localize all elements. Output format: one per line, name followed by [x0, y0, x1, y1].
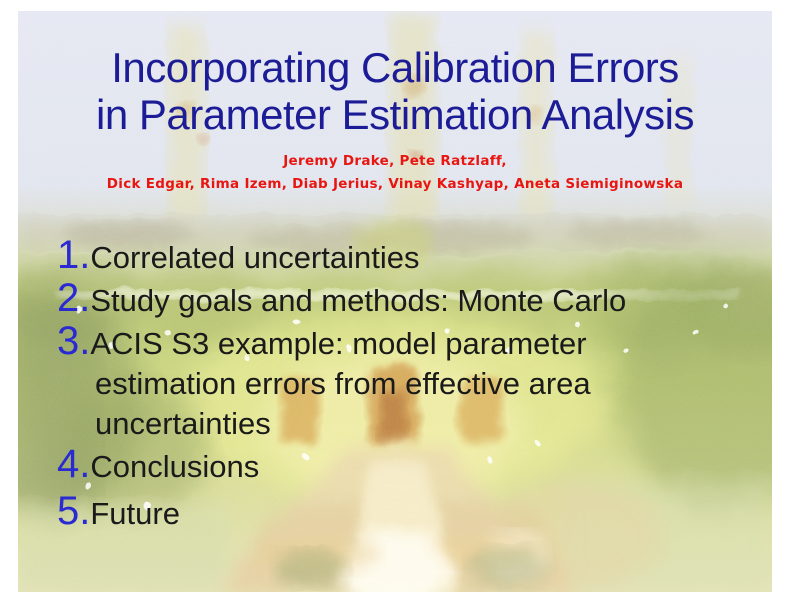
outline-item-2: 2.Study goals and methods: Monte Carlo: [57, 278, 717, 321]
background-painting-image: [18, 11, 772, 592]
outline-item-text: ACIS S3 example: model parameter estimat…: [90, 326, 591, 441]
outline-list: 1.Correlated uncertainties 2.Study goals…: [57, 235, 717, 534]
authors-list: Jeremy Drake, Pete Ratzlaff, Dick Edgar,…: [106, 153, 684, 192]
outline-item-text: Conclusions: [90, 449, 260, 484]
outline-item-3: 3.ACIS S3 example: model parameter estim…: [57, 321, 717, 444]
outline-item-number: 3.: [57, 319, 91, 363]
outline-item-1: 1.Correlated uncertainties: [57, 235, 717, 278]
outline-item-number: 5.: [57, 489, 91, 533]
slide-title: Incorporating Calibration Errors in Para…: [96, 44, 694, 138]
outline-item-number: 4.: [57, 442, 91, 486]
outline-item-number: 2.: [57, 276, 91, 320]
outline-item-5: 5.Future: [57, 491, 717, 534]
slide: Incorporating Calibration Errors in Para…: [18, 11, 772, 592]
outline-item-text: Study goals and methods: Monte Carlo: [90, 283, 627, 318]
outline-item-text: Future: [90, 496, 180, 531]
outline-item-text: Correlated uncertainties: [90, 240, 420, 275]
outline-item-4: 4.Conclusions: [57, 444, 717, 487]
outline-item-number: 1.: [57, 233, 91, 277]
